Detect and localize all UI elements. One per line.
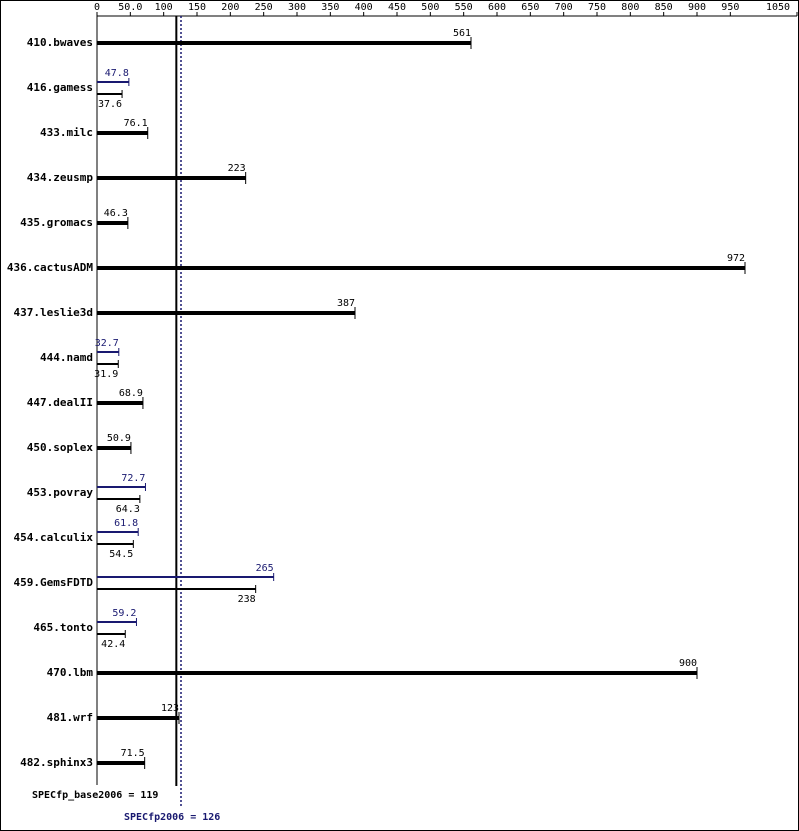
bar xyxy=(97,633,126,635)
bar xyxy=(97,363,119,365)
bar xyxy=(97,486,146,488)
x-tick-label: 0 xyxy=(94,2,100,13)
category-label: 436.cactusADM xyxy=(7,261,93,274)
category-label: 453.povray xyxy=(27,486,94,499)
bar xyxy=(97,266,745,270)
category-label: 416.gamess xyxy=(27,81,93,94)
bar xyxy=(97,576,274,578)
category-label: 450.soplex xyxy=(27,441,94,454)
x-tick-label: 250 xyxy=(255,2,273,13)
bar xyxy=(97,131,148,135)
value-label: 64.3 xyxy=(116,504,140,515)
x-tick-label: 400 xyxy=(355,2,373,13)
category-label: 481.wrf xyxy=(47,711,93,724)
x-tick-label: 900 xyxy=(688,2,706,13)
value-label: 32.7 xyxy=(95,338,119,349)
value-label: 76.1 xyxy=(124,118,148,129)
bar xyxy=(97,221,128,225)
category-label: 433.milc xyxy=(40,126,93,139)
x-tick-label: 850 xyxy=(655,2,673,13)
category-label: 465.tonto xyxy=(33,621,93,634)
value-label: 47.8 xyxy=(105,68,129,79)
value-label: 223 xyxy=(228,163,246,174)
category-label: 454.calculix xyxy=(14,531,94,544)
x-tick-label: 200 xyxy=(221,2,239,13)
bar xyxy=(97,176,246,180)
value-label: 238 xyxy=(238,594,256,605)
category-label: 470.lbm xyxy=(47,666,94,679)
bar xyxy=(97,446,131,450)
x-tick-label: 1050 xyxy=(766,2,790,13)
value-label: 72.7 xyxy=(121,473,145,484)
bar xyxy=(97,621,137,623)
x-tick-label: 350 xyxy=(321,2,339,13)
x-tick-label: 950 xyxy=(721,2,739,13)
value-label: 68.9 xyxy=(119,388,143,399)
x-tick-label: 300 xyxy=(288,2,306,13)
value-label: 561 xyxy=(453,28,471,39)
bar xyxy=(97,498,140,500)
category-label: 434.zeusmp xyxy=(27,171,94,184)
value-label: 387 xyxy=(337,298,355,309)
x-tick-label: 750 xyxy=(588,2,606,13)
reference-label: SPECfp_base2006 = 119 xyxy=(32,790,158,801)
category-label: 435.gromacs xyxy=(20,216,93,229)
x-tick-label: 450 xyxy=(388,2,406,13)
category-label: 459.GemsFDTD xyxy=(14,576,94,589)
category-label: 447.dealII xyxy=(27,396,93,409)
x-tick-label: 50.0 xyxy=(118,2,142,13)
bar xyxy=(97,716,179,720)
value-label: 37.6 xyxy=(98,99,122,110)
bar xyxy=(97,671,697,675)
value-label: 59.2 xyxy=(112,608,136,619)
bar xyxy=(97,531,139,533)
value-label: 61.8 xyxy=(114,518,138,529)
x-tick-label: 150 xyxy=(188,2,206,13)
bar xyxy=(97,311,355,315)
x-tick-label: 100 xyxy=(155,2,173,13)
value-label: 31.9 xyxy=(94,369,118,380)
value-label: 900 xyxy=(679,658,697,669)
value-label: 42.4 xyxy=(101,639,125,650)
value-label: 46.3 xyxy=(104,208,128,219)
category-label: 444.namd xyxy=(40,351,93,364)
bar xyxy=(97,351,119,353)
x-tick-label: 800 xyxy=(621,2,639,13)
bar xyxy=(97,93,123,95)
value-label: 54.5 xyxy=(109,549,133,560)
value-label: 265 xyxy=(256,563,274,574)
bar xyxy=(97,41,471,45)
value-label: 123 xyxy=(161,703,179,714)
x-tick-label: 650 xyxy=(521,2,539,13)
x-tick-label: 500 xyxy=(421,2,439,13)
bar xyxy=(97,543,134,545)
reference-label: SPECfp2006 = 126 xyxy=(124,812,220,823)
category-label: 482.sphinx3 xyxy=(20,756,93,769)
value-label: 71.5 xyxy=(121,748,145,759)
value-label: 972 xyxy=(727,253,745,264)
bar xyxy=(97,401,143,405)
bar xyxy=(97,81,129,83)
bar xyxy=(97,588,256,590)
bar xyxy=(97,761,145,765)
x-tick-label: 550 xyxy=(455,2,473,13)
value-label: 50.9 xyxy=(107,433,131,444)
category-label: 437.leslie3d xyxy=(14,306,93,319)
category-label: 410.bwaves xyxy=(27,36,93,49)
x-tick-label: 600 xyxy=(488,2,506,13)
x-tick-label: 700 xyxy=(555,2,573,13)
